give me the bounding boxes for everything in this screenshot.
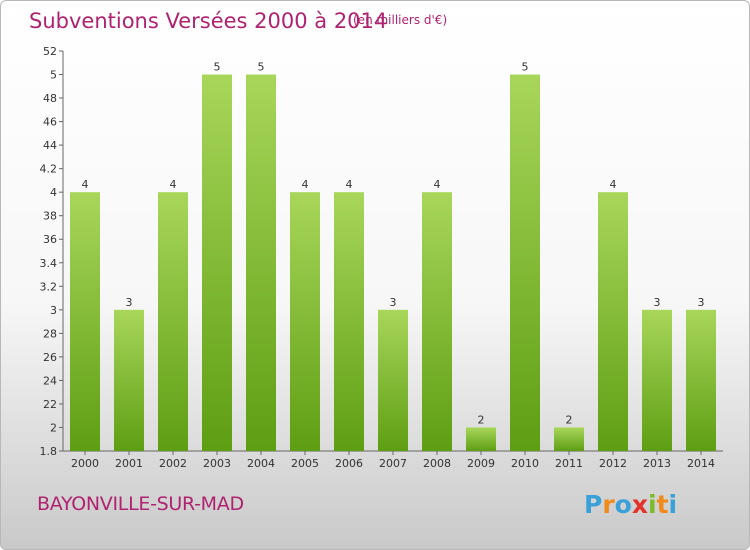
logo-letter: P — [584, 490, 603, 519]
y-tick-label: 3 — [50, 304, 57, 317]
bar-2003 — [202, 74, 232, 451]
x-tick-label-2005: 2005 — [291, 457, 319, 470]
y-tick-label: 26 — [43, 351, 57, 364]
y-tick-label: 2 — [50, 421, 57, 434]
y-tick-label: 3.2 — [40, 280, 58, 293]
bar-2011 — [554, 427, 584, 451]
y-tick-label: 22 — [43, 398, 57, 411]
y-tick-label: 24 — [43, 374, 57, 387]
y-tick-label: 38 — [43, 210, 57, 223]
data-label-2003: 5 — [214, 61, 221, 74]
bar-2014 — [686, 309, 716, 451]
y-tick-label: 4.2 — [40, 163, 58, 176]
commune-name: BAYONVILLE-SUR-MAD — [37, 493, 244, 515]
logo-letter: t — [656, 490, 669, 519]
bar-2008 — [422, 192, 452, 452]
data-label-2005: 4 — [302, 178, 309, 191]
y-tick-label: 46 — [43, 116, 57, 129]
x-tick-label-2010: 2010 — [511, 457, 539, 470]
bar-2002 — [158, 192, 188, 452]
x-tick-label-2000: 2000 — [71, 457, 99, 470]
x-tick-label-2006: 2006 — [335, 457, 363, 470]
bar-2007 — [378, 309, 408, 451]
bar-2012 — [598, 192, 628, 452]
labels: 1.822224262833.23.4363844.24446485522000… — [40, 45, 716, 470]
bars — [70, 74, 716, 452]
data-label-2004: 5 — [258, 61, 265, 74]
logo-letter: i — [648, 490, 657, 519]
x-tick-label-2007: 2007 — [379, 457, 407, 470]
x-tick-label-2003: 2003 — [203, 457, 231, 470]
logo-letter: x — [631, 490, 648, 519]
y-tick-label: 28 — [43, 327, 57, 340]
data-label-2007: 3 — [390, 296, 397, 309]
bar-2004 — [246, 74, 276, 451]
bar-2005 — [290, 192, 320, 452]
bar-2010 — [510, 74, 540, 451]
x-tick-label-2001: 2001 — [115, 457, 143, 470]
data-label-2012: 4 — [610, 178, 617, 191]
x-tick-label-2013: 2013 — [643, 457, 671, 470]
logo-letter: r — [602, 490, 615, 519]
bar-2006 — [334, 192, 364, 452]
data-label-2006: 4 — [346, 178, 353, 191]
data-label-2014: 3 — [698, 296, 705, 309]
x-tick-label-2014: 2014 — [687, 457, 715, 470]
x-tick-label-2009: 2009 — [467, 457, 495, 470]
logo-letter: o — [614, 490, 632, 519]
bar-2009 — [466, 427, 496, 451]
data-label-2001: 3 — [126, 296, 133, 309]
x-tick-label-2012: 2012 — [599, 457, 627, 470]
x-tick-label-2011: 2011 — [555, 457, 583, 470]
unit-note: (en milliers d'€) — [353, 13, 448, 27]
y-tick-label: 5 — [50, 69, 57, 82]
y-tick-label: 44 — [43, 139, 57, 152]
data-label-2013: 3 — [654, 296, 661, 309]
y-tick-label: 4 — [50, 186, 57, 199]
logo-letter: i — [668, 490, 678, 519]
data-label-2002: 4 — [170, 178, 177, 191]
y-tick-label: 36 — [43, 233, 57, 246]
bar-2013 — [642, 309, 672, 451]
data-label-2009: 2 — [478, 413, 485, 426]
data-label-2010: 5 — [522, 61, 529, 74]
proxiti-logo: Proxiti — [584, 490, 677, 519]
x-tick-label-2002: 2002 — [159, 457, 187, 470]
data-label-2008: 4 — [434, 178, 441, 191]
chart-title: Subventions Versées 2000 à 2014 — [29, 9, 388, 33]
y-tick-label: 3.4 — [40, 257, 58, 270]
bar-2001 — [114, 309, 144, 451]
data-label-2011: 2 — [566, 413, 573, 426]
data-label-2000: 4 — [82, 178, 89, 191]
y-tick-label: 48 — [43, 92, 57, 105]
y-tick-label: 52 — [43, 45, 57, 58]
x-tick-label-2008: 2008 — [423, 457, 451, 470]
bar-2000 — [70, 192, 100, 452]
x-tick-label-2004: 2004 — [247, 457, 275, 470]
y-tick-label: 1.8 — [40, 445, 58, 458]
